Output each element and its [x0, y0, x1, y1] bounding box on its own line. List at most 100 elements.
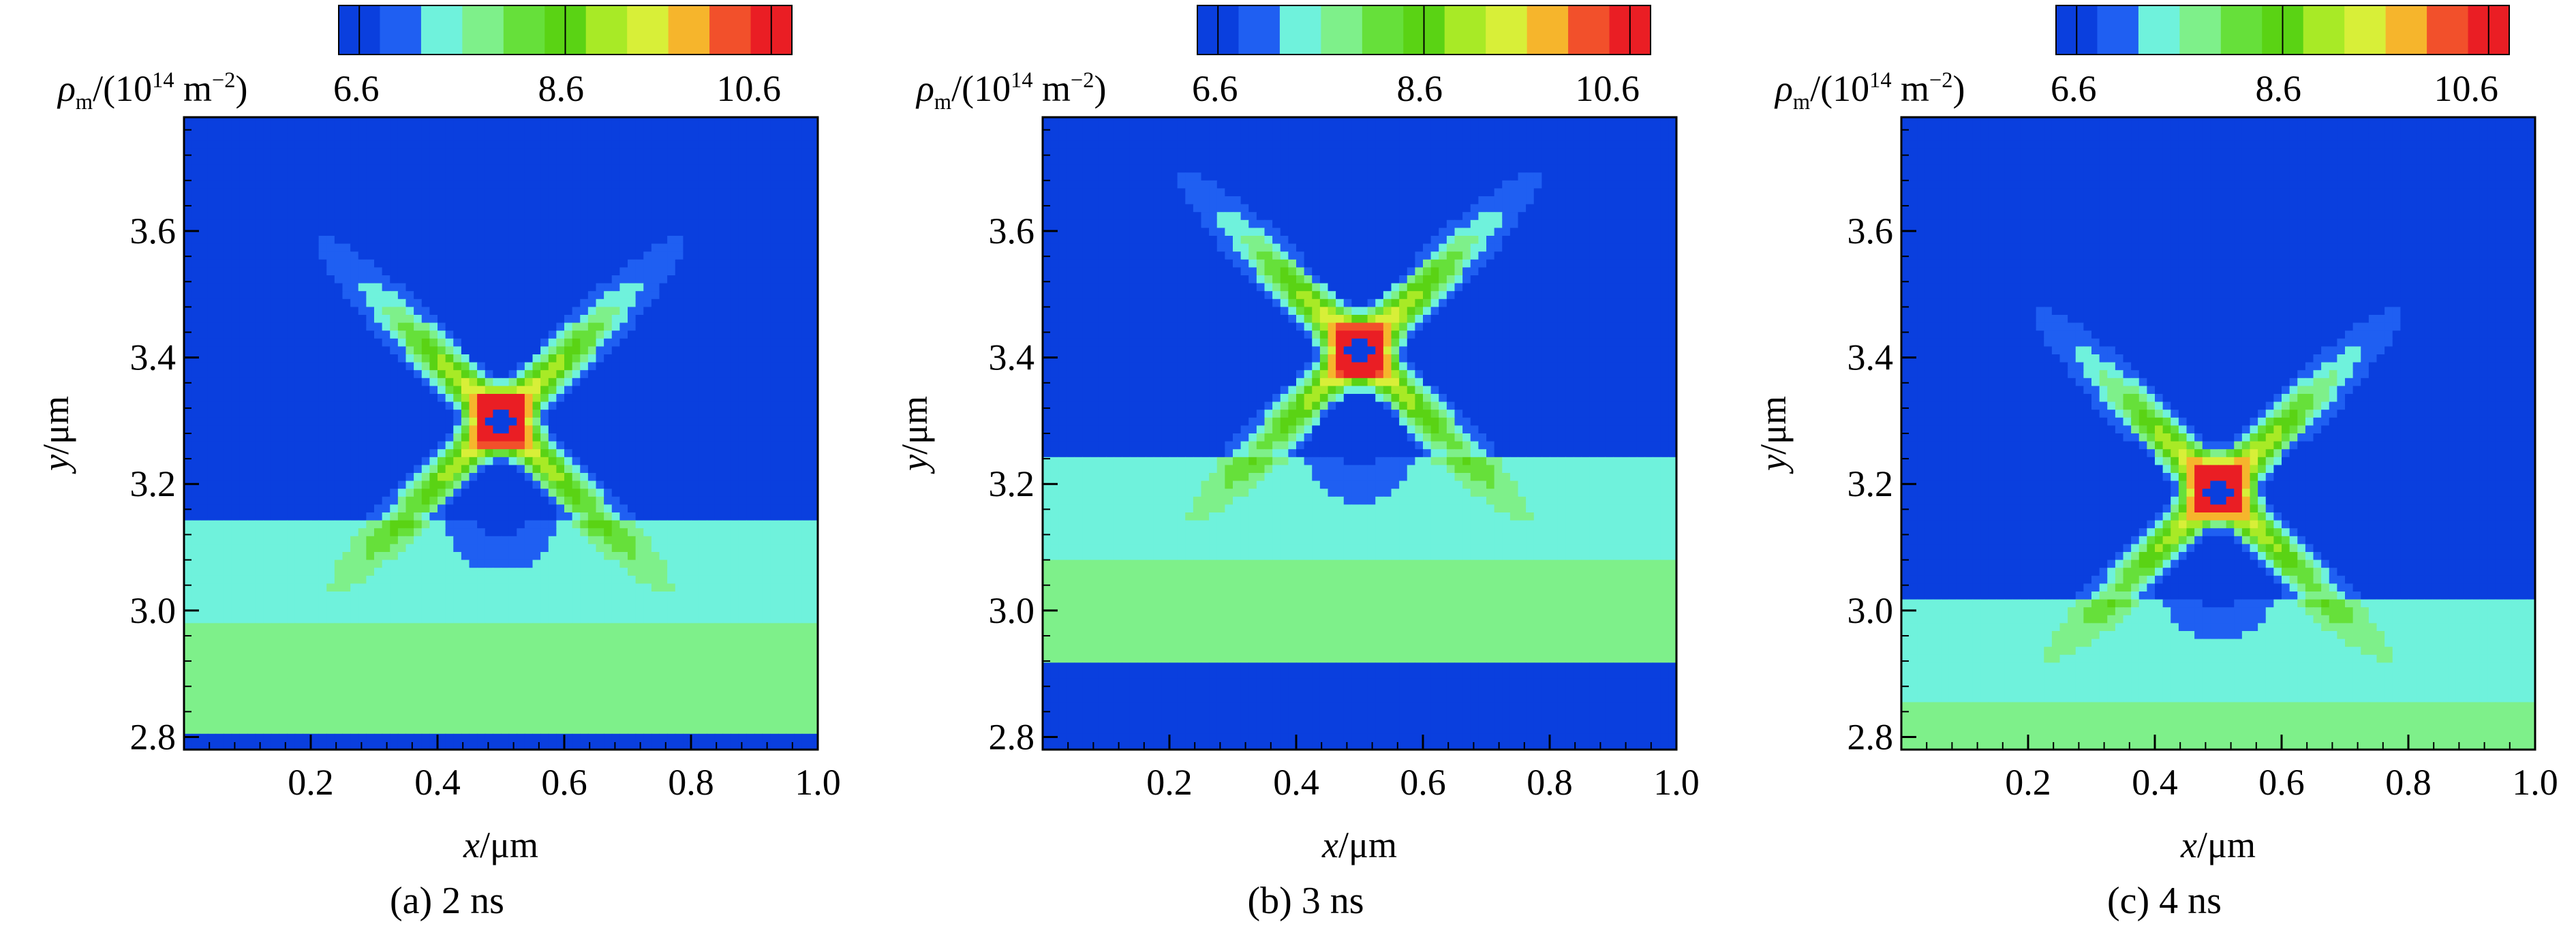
heatmap-cell — [746, 520, 755, 529]
heatmap-cell — [762, 552, 771, 561]
heatmap-cell — [731, 568, 739, 577]
heatmap-cell — [271, 346, 280, 355]
heatmap-cell — [453, 489, 462, 497]
heatmap-cell — [683, 592, 692, 600]
heatmap-cell — [762, 267, 771, 276]
heatmap-cell — [556, 441, 565, 450]
heatmap-cell — [794, 331, 803, 339]
heatmap-cell — [699, 267, 707, 276]
heatmap-cell — [247, 607, 256, 616]
heatmap-cell — [374, 362, 383, 371]
heatmap-cell — [801, 465, 810, 474]
heatmap-cell — [564, 204, 573, 213]
heatmap-cell — [421, 164, 430, 173]
heatmap-cell — [224, 228, 232, 236]
heatmap-cell — [390, 425, 399, 434]
heatmap-cell — [604, 394, 613, 403]
heatmap-cell — [493, 172, 502, 181]
heatmap-cell — [294, 528, 303, 537]
heatmap-cell — [651, 212, 660, 221]
heatmap-cell — [215, 592, 224, 600]
heatmap-cell — [207, 117, 217, 126]
heatmap-cell — [643, 125, 652, 134]
heatmap-cell — [770, 172, 779, 181]
heatmap-cell — [191, 425, 200, 434]
heatmap-cell — [619, 338, 628, 347]
heatmap-cell — [572, 544, 581, 553]
heatmap-cell — [746, 196, 755, 205]
heatmap-cell — [382, 410, 390, 418]
heatmap-cell — [421, 504, 430, 513]
heatmap-cell — [184, 544, 193, 553]
heatmap-cell — [556, 536, 565, 544]
heatmap-cell — [255, 559, 264, 568]
heatmap-cell — [224, 496, 232, 505]
heatmap-cell — [342, 449, 351, 458]
heatmap-cell — [587, 504, 597, 513]
heatmap-cell — [778, 196, 787, 205]
heatmap-cell — [746, 243, 755, 252]
heatmap-cell — [643, 267, 652, 276]
heatmap-cell — [746, 544, 755, 553]
heatmap-cell — [699, 575, 707, 584]
heatmap-cell — [517, 473, 525, 482]
heatmap-cell — [651, 592, 660, 600]
heatmap-cell — [215, 378, 224, 386]
heatmap-cell — [247, 544, 256, 553]
heatmap-cell — [810, 592, 818, 600]
heatmap-cell — [786, 188, 795, 197]
heatmap-cell — [532, 164, 541, 173]
heatmap-cell — [556, 473, 565, 482]
heatmap-cell — [770, 283, 779, 292]
heatmap-cell — [477, 228, 486, 236]
heatmap-cell — [611, 331, 620, 339]
heatmap-cell — [532, 378, 541, 386]
heatmap-cell — [366, 322, 375, 331]
heatmap-cell — [358, 449, 367, 458]
heatmap-cell — [382, 149, 390, 157]
heatmap-cell — [738, 449, 747, 458]
heatmap-cell — [445, 592, 454, 600]
heatmap-cell — [564, 370, 573, 379]
heatmap-cell — [477, 298, 486, 307]
heatmap-cell — [200, 133, 209, 142]
heatmap-cell — [255, 172, 264, 181]
heatmap-cell — [200, 536, 209, 544]
heatmap-cell — [738, 251, 747, 260]
heatmap-cell — [287, 291, 296, 300]
heatmap-cell — [271, 441, 280, 450]
heatmap-cell — [667, 536, 676, 544]
heatmap-cell — [786, 180, 795, 189]
heatmap-cell — [421, 480, 430, 489]
heatmap-cell — [493, 180, 502, 189]
heatmap-cell — [461, 417, 470, 426]
heatmap-cell — [651, 149, 660, 157]
heatmap-cell — [311, 157, 320, 166]
heatmap-cell — [311, 140, 320, 149]
heatmap-cell — [810, 291, 818, 300]
heatmap-cell — [342, 267, 351, 276]
heatmap-cell — [540, 259, 549, 268]
heatmap-cell — [572, 291, 581, 300]
heatmap-cell — [485, 480, 493, 489]
heatmap-cell — [691, 125, 700, 134]
heatmap-cell — [469, 117, 478, 126]
heatmap-cell — [714, 291, 724, 300]
heatmap-cell — [810, 196, 818, 205]
heatmap-cell — [643, 386, 652, 395]
heatmap-cell — [279, 559, 288, 568]
heatmap-cell — [438, 259, 446, 268]
heatmap-cell — [619, 315, 628, 324]
heatmap-cell — [421, 394, 430, 403]
heatmap-cell — [754, 449, 763, 458]
heatmap-cell — [714, 449, 724, 458]
heatmap-cell — [477, 520, 486, 529]
heatmap-cell — [405, 370, 414, 379]
heatmap-cell — [699, 496, 707, 505]
heatmap-cell — [255, 188, 264, 197]
heatmap-cell — [532, 583, 541, 592]
heatmap-cell — [255, 219, 264, 228]
heatmap-cell — [548, 401, 557, 410]
heatmap-cell — [224, 251, 232, 260]
heatmap-cell — [532, 236, 541, 245]
